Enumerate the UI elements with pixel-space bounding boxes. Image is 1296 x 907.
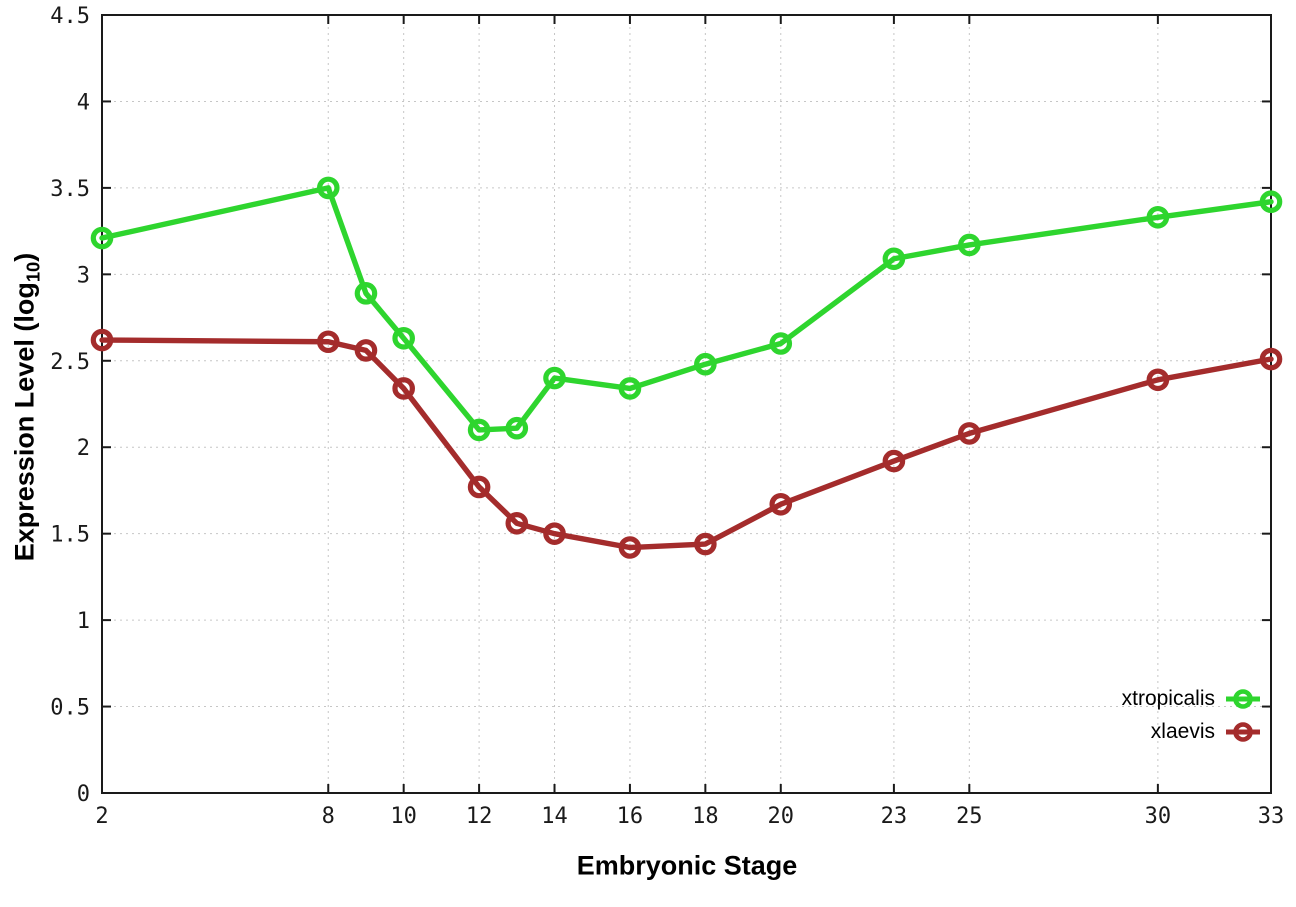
data-point-xtropicalis [467, 418, 491, 442]
y-tick-label: 3 [77, 263, 90, 288]
legend-sample-circle [1233, 722, 1253, 742]
legend: xtropicalis xlaevis [1122, 686, 1262, 745]
x-tick-label: 2 [95, 804, 108, 829]
y-tick-label: 0 [77, 782, 90, 807]
x-tick-label: 25 [956, 804, 983, 829]
data-point-xtropicalis [354, 282, 378, 305]
y-tick-label: 1.5 [50, 523, 90, 548]
data-point-xtropicalis [505, 416, 529, 440]
legend-label-xlaevis: xlaevis [1150, 720, 1215, 743]
y-tick-label: 4.5 [50, 4, 90, 29]
x-tick-label: 12 [466, 804, 493, 829]
data-point-xtropicalis [392, 327, 415, 350]
data-point-xtropicalis [769, 332, 793, 355]
x-tick-label: 18 [692, 804, 719, 829]
legend-item-xtropicalis: xtropicalis [1122, 686, 1262, 712]
data-point-xlaevis [882, 449, 906, 473]
legend-marker-xtropicalis-icon [1226, 689, 1260, 709]
data-point-xtropicalis [958, 233, 981, 257]
legend-item-xlaevis: xlaevis [1151, 719, 1262, 745]
y-axis-title-text: Expression Level (log [9, 282, 40, 562]
data-point-xlaevis [90, 328, 114, 352]
plot-border [101, 14, 1272, 794]
y-tick-label: 0.5 [50, 696, 90, 721]
x-tick-label: 23 [881, 804, 908, 829]
x-tick-label: 16 [617, 804, 644, 829]
legend-label-xtropicalis: xtropicalis [1121, 687, 1215, 710]
legend-sample-circle [1233, 689, 1253, 709]
y-axis-title-subscript: 10 [22, 261, 44, 283]
x-tick-label: 33 [1258, 804, 1285, 829]
data-point-xtropicalis [1259, 190, 1283, 214]
data-point-xlaevis [543, 522, 566, 545]
y-tick-label: 4 [77, 90, 90, 115]
data-point-xlaevis [505, 511, 529, 535]
data-point-xlaevis [958, 422, 981, 445]
y-tick-label: 2 [77, 436, 90, 461]
data-point-xtropicalis [316, 176, 340, 200]
y-axis-title-suffix: ) [9, 252, 40, 262]
data-point-xlaevis [1259, 347, 1283, 371]
legend-marker-xlaevis-icon [1226, 722, 1260, 742]
data-point-xlaevis [694, 532, 717, 556]
x-tick-label: 20 [768, 804, 795, 829]
data-point-xtropicalis [694, 352, 717, 376]
data-point-xlaevis [392, 377, 415, 400]
data-point-xlaevis [354, 339, 378, 362]
x-tick-label: 30 [1145, 804, 1172, 829]
data-point-xtropicalis [882, 247, 906, 271]
series-line-xtropicalis [99, 185, 1274, 433]
data-point-xlaevis [467, 475, 491, 499]
data-point-xlaevis [618, 536, 642, 559]
x-tick-label: 8 [322, 804, 335, 829]
x-axis-title: Embryonic Stage [576, 850, 798, 881]
x-tick-label: 14 [541, 804, 568, 829]
x-tick-label: 10 [390, 804, 417, 829]
data-point-xlaevis [769, 492, 793, 516]
y-tick-label: 3.5 [50, 177, 90, 202]
y-axis-title: Expression Level (log10) [9, 253, 44, 562]
data-point-xlaevis [1146, 368, 1170, 392]
data-point-xtropicalis [1146, 205, 1170, 229]
data-point-xtropicalis [543, 366, 566, 390]
data-point-xlaevis [316, 330, 340, 354]
data-point-xtropicalis [618, 377, 642, 400]
y-tick-label: 1 [77, 609, 90, 634]
data-point-xtropicalis [90, 226, 114, 250]
y-tick-label: 2.5 [50, 350, 90, 375]
